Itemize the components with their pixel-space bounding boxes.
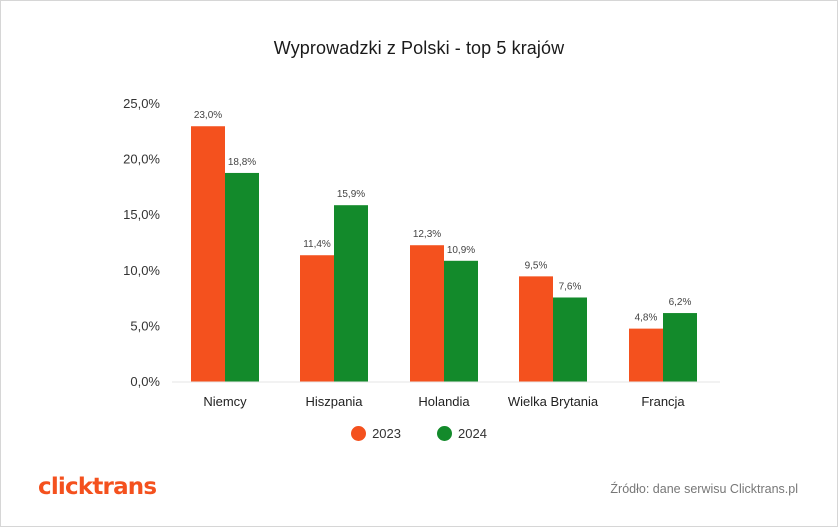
data-label: 9,5% (525, 260, 548, 271)
x-tick-label: Hiszpania (305, 394, 363, 409)
data-label: 15,9% (337, 189, 365, 200)
y-tick-label: 20,0% (123, 152, 160, 167)
data-label: 18,8% (228, 157, 256, 168)
bar-2023-wielka-brytania (519, 276, 553, 382)
x-tick-label: Niemcy (203, 394, 247, 409)
bar-2023-holandia (410, 245, 444, 382)
data-label: 7,6% (559, 281, 582, 292)
legend-swatch-2024 (437, 426, 452, 441)
data-label: 4,8% (635, 313, 658, 324)
bar-2024-holandia (444, 260, 478, 382)
bar-2024-francja (663, 313, 697, 382)
source-note: Źródło: dane serwisu Clicktrans.pl (610, 482, 798, 496)
legend-item-2024: 2024 (437, 426, 487, 441)
bar-2024-wielka-brytania (553, 297, 587, 382)
y-tick-label: 25,0% (123, 96, 160, 111)
legend-label-2024: 2024 (458, 426, 487, 441)
x-tick-label: Holandia (418, 394, 470, 409)
bar-2023-niemcy (191, 126, 225, 383)
legend-swatch-2023 (351, 426, 367, 441)
y-tick-label: 5,0% (130, 318, 160, 333)
chart-legend: 2023 2024 (0, 426, 838, 441)
data-label: 12,3% (413, 229, 441, 240)
legend-item-2023: 2023 (351, 426, 401, 441)
x-tick-label: Francja (641, 394, 685, 409)
bar-2024-hiszpania (334, 205, 368, 382)
bar-2023-francja (629, 328, 663, 382)
clicktrans-logo: clicktrans (38, 474, 157, 500)
data-label: 23,0% (194, 110, 222, 121)
y-tick-label: 0,0% (130, 374, 160, 389)
chart-title: Wyprowadzki z Polski - top 5 krajów (273, 38, 565, 58)
y-tick-label: 10,0% (123, 263, 160, 278)
data-label: 6,2% (669, 297, 692, 308)
bar-2023-hiszpania (300, 255, 334, 382)
data-label: 10,9% (447, 245, 475, 256)
bar-2024-niemcy (225, 172, 259, 382)
x-tick-label: Wielka Brytania (508, 394, 599, 409)
data-label: 11,4% (303, 239, 331, 250)
legend-label-2023: 2023 (372, 426, 401, 441)
y-tick-label: 15,0% (123, 207, 160, 222)
